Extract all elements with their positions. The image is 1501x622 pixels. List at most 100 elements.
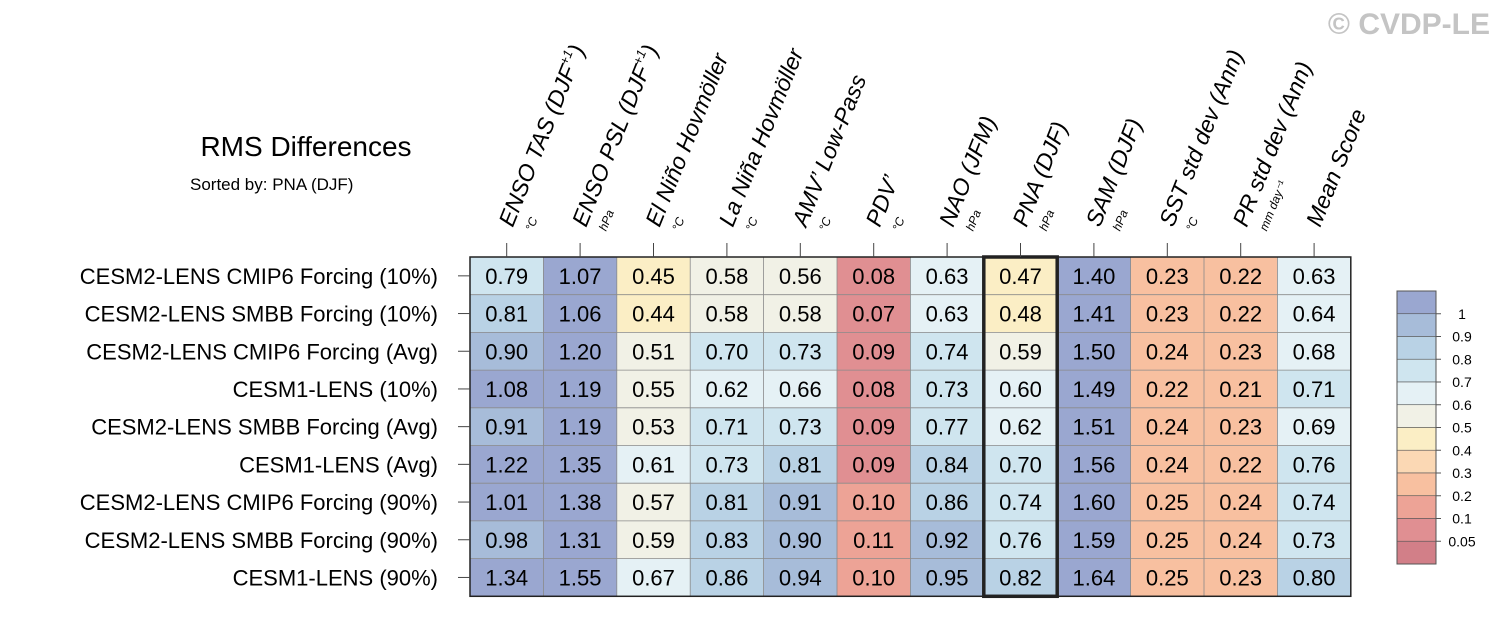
heatmap-cell	[1130, 483, 1204, 521]
heatmap-cell	[543, 483, 617, 521]
heatmap-cell	[1204, 520, 1278, 559]
heatmap-cell	[1057, 445, 1131, 484]
row-label: CESM2-LENS CMIP6 Forcing (Avg)	[86, 339, 438, 364]
heatmap-cell	[1057, 332, 1131, 371]
heatmap-cell	[1277, 257, 1351, 295]
cell-value-label: 0.84	[926, 452, 969, 477]
cell-value-label: 1.60	[1072, 490, 1115, 515]
heatmap-cell	[910, 520, 984, 559]
heatmap-cell	[763, 370, 837, 408]
heatmap-cell	[983, 558, 1058, 597]
colorbar-label: 0.9	[1452, 329, 1472, 345]
heatmap-cell	[1130, 370, 1204, 408]
heatmap-cell	[690, 294, 764, 333]
cell-value-label: 0.51	[632, 339, 675, 364]
cell-value-label: 0.09	[852, 415, 895, 440]
heatmap-cell	[690, 520, 764, 559]
heatmap-cell	[763, 558, 837, 597]
cell-value-label: 0.07	[852, 302, 895, 327]
column-label-text: PNA (DJF)	[1007, 118, 1072, 230]
heatmap-cell	[616, 370, 691, 408]
heatmap-cell	[616, 445, 691, 484]
heatmap-cell	[616, 558, 691, 597]
column-label-main: SAM (DJF)	[1080, 115, 1147, 230]
column-unit-label: hPa	[963, 208, 984, 233]
cell-value-label: 0.68	[1293, 339, 1336, 364]
cell-value-label: 0.73	[1293, 528, 1336, 553]
column-unit-label: °C	[523, 215, 541, 233]
column-label: Mean Score	[1301, 105, 1372, 230]
heatmap-cell	[1130, 332, 1204, 371]
heatmap-cell	[837, 520, 911, 559]
colorbar-label: 0.05	[1448, 533, 1475, 549]
heatmap-cell	[1057, 370, 1131, 408]
cell-value-label: 1.50	[1072, 339, 1115, 364]
cell-value-label: 0.79	[485, 264, 528, 289]
cell-value-label: 0.67	[632, 565, 675, 590]
colorbar-swatch	[1396, 495, 1437, 519]
heatmap-cell	[1057, 407, 1131, 446]
row-label: CESM2-LENS SMBB Forcing (10%)	[85, 302, 438, 327]
heatmap-cell	[763, 483, 837, 521]
cell-value-label: 0.23	[1219, 565, 1262, 590]
heatmap-cell	[910, 558, 984, 597]
cell-value-label: 0.90	[779, 528, 822, 553]
cell-value-label: 0.25	[1146, 565, 1189, 590]
cell-value-label: 0.98	[485, 528, 528, 553]
heatmap-cell	[983, 332, 1058, 371]
heatmap-cell	[543, 257, 617, 295]
cell-value-label: 0.10	[852, 490, 895, 515]
cell-value-label: 0.63	[1293, 264, 1336, 289]
heatmap-cell	[543, 332, 617, 371]
heatmap-cell	[690, 407, 764, 446]
row-label: CESM1-LENS (90%)	[233, 565, 438, 590]
cell-value-label: 0.22	[1219, 264, 1262, 289]
colorbar-label: 1	[1458, 306, 1466, 322]
cell-value-label: 1.06	[559, 302, 602, 327]
heatmap-cell	[983, 294, 1058, 333]
cell-value-label: 1.35	[559, 452, 602, 477]
cell-value-label: 0.76	[1293, 452, 1336, 477]
column-label: PNA (DJF)hPa	[1007, 118, 1072, 233]
cell-value-label: 0.81	[485, 302, 528, 327]
heatmap-cell	[1204, 257, 1278, 295]
colorbar-swatch	[1396, 381, 1437, 406]
cell-value-label: 0.95	[926, 565, 969, 590]
cell-value-label: 1.49	[1072, 377, 1115, 402]
row-label: CESM2-LENS CMIP6 Forcing (90%)	[80, 490, 438, 515]
cell-value-label: 0.73	[926, 377, 969, 402]
cell-value-label: 1.07	[559, 264, 602, 289]
heatmap-cell	[616, 257, 691, 295]
heatmap-cell	[1130, 445, 1204, 484]
cell-value-label: 0.24	[1219, 490, 1262, 515]
heatmap-cell	[616, 294, 691, 333]
cell-value-label: 0.58	[779, 302, 822, 327]
heatmap-cell	[910, 483, 984, 521]
colorbar-swatch	[1396, 313, 1437, 337]
heatmap-cell	[763, 407, 837, 446]
cell-value-label: 0.92	[926, 528, 969, 553]
heatmap-cell	[837, 370, 911, 408]
heatmap-cell	[690, 558, 764, 597]
colorbar-label: 0.1	[1452, 511, 1472, 527]
heatmap-cell	[543, 370, 617, 408]
heatmap-cell	[1057, 558, 1131, 597]
column-unit-label: °C	[816, 215, 834, 233]
column-label: PDV’°C	[860, 171, 907, 233]
heatmap-cell	[837, 445, 911, 484]
watermark: © CVDP-LE	[1328, 8, 1490, 41]
cell-value-label: 0.81	[705, 490, 748, 515]
cell-value-label: 1.19	[559, 415, 602, 440]
cell-value-label: 0.23	[1219, 339, 1262, 364]
heatmap-cell	[910, 294, 984, 333]
heatmap-cell	[983, 520, 1058, 559]
chart-subtitle: Sorted by: PNA (DJF)	[190, 175, 353, 194]
chart-title: RMS Differences	[200, 131, 411, 162]
heatmap-cell	[1277, 558, 1351, 597]
colorbar-swatch	[1396, 518, 1437, 542]
heatmap-cell	[837, 407, 911, 446]
cell-value-label: 0.48	[999, 302, 1042, 327]
row-label: CESM2-LENS SMBB Forcing (Avg)	[91, 415, 438, 440]
cell-value-label: 0.74	[999, 490, 1042, 515]
cell-value-label: 0.81	[779, 452, 822, 477]
